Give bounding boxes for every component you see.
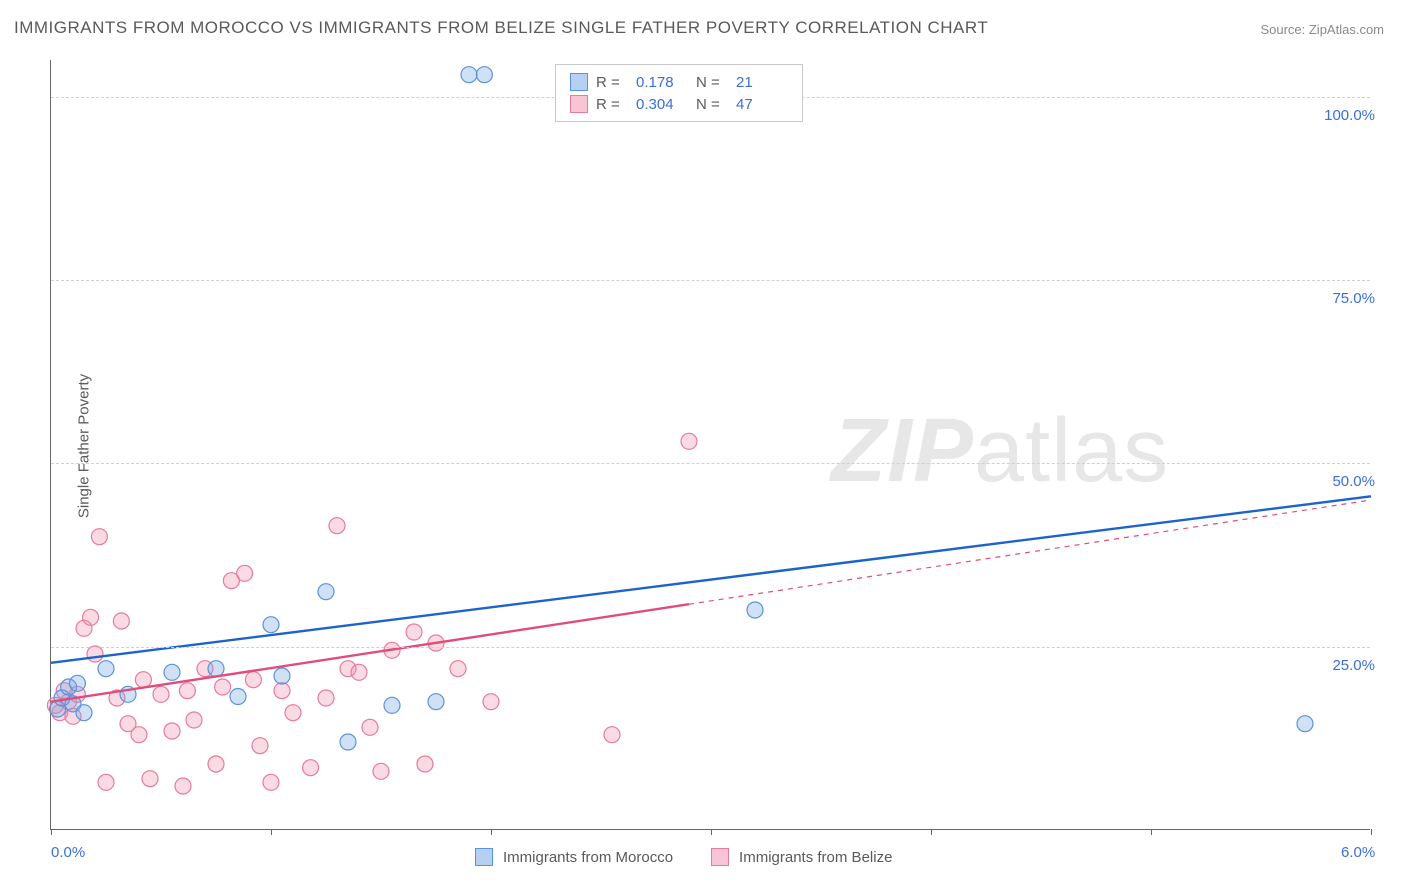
data-point: [153, 686, 169, 702]
legend-label-belize: Immigrants from Belize: [739, 849, 892, 866]
data-point: [450, 661, 466, 677]
data-point: [91, 529, 107, 545]
data-point: [461, 67, 477, 83]
data-point: [406, 624, 422, 640]
data-point: [263, 617, 279, 633]
series-legend: Immigrants from Morocco Immigrants from …: [475, 848, 892, 866]
data-point: [135, 672, 151, 688]
data-point: [215, 679, 231, 695]
stats-legend: R = 0.178 N = 21 R = 0.304 N = 47: [555, 64, 803, 122]
y-tick-label: 25.0%: [1332, 657, 1375, 674]
x-tick-label: 6.0%: [1341, 844, 1375, 861]
data-point: [131, 727, 147, 743]
data-point: [69, 675, 85, 691]
gridline: [51, 280, 1370, 281]
data-point: [747, 602, 763, 618]
data-point: [303, 760, 319, 776]
data-point: [285, 705, 301, 721]
data-point: [483, 694, 499, 710]
x-tick: [491, 829, 492, 835]
gridline: [51, 463, 1370, 464]
data-point: [362, 719, 378, 735]
legend-swatch-belize: [711, 848, 729, 866]
x-tick: [931, 829, 932, 835]
plot-area: ZIPatlas 25.0%50.0%75.0%100.0%0.0%6.0%: [50, 60, 1370, 830]
stats-row-morocco: R = 0.178 N = 21: [570, 71, 788, 93]
data-point: [681, 433, 697, 449]
trend-line: [51, 604, 689, 701]
data-point: [476, 67, 492, 83]
data-point: [237, 565, 253, 581]
data-point: [604, 727, 620, 743]
data-point: [98, 661, 114, 677]
data-point: [245, 672, 261, 688]
data-point: [263, 774, 279, 790]
data-point: [98, 774, 114, 790]
data-point: [76, 705, 92, 721]
chart-svg: [51, 60, 1370, 829]
data-point: [83, 609, 99, 625]
x-tick: [711, 829, 712, 835]
swatch-morocco: [570, 73, 588, 91]
y-tick-label: 100.0%: [1324, 107, 1375, 124]
chart-container: IMMIGRANTS FROM MOROCCO VS IMMIGRANTS FR…: [0, 0, 1406, 892]
trend-line-dashed: [689, 500, 1371, 604]
x-tick: [51, 829, 52, 835]
data-point: [274, 683, 290, 699]
swatch-belize: [570, 95, 588, 113]
data-point: [164, 723, 180, 739]
data-point: [113, 613, 129, 629]
chart-title: IMMIGRANTS FROM MOROCCO VS IMMIGRANTS FR…: [14, 18, 988, 38]
legend-label-morocco: Immigrants from Morocco: [503, 849, 673, 866]
stats-row-belize: R = 0.304 N = 47: [570, 93, 788, 115]
x-tick: [1371, 829, 1372, 835]
data-point: [428, 694, 444, 710]
gridline: [51, 647, 1370, 648]
x-tick-label: 0.0%: [51, 844, 85, 861]
x-tick: [1151, 829, 1152, 835]
data-point: [274, 668, 290, 684]
data-point: [142, 771, 158, 787]
data-point: [373, 763, 389, 779]
data-point: [329, 518, 345, 534]
data-point: [230, 689, 246, 705]
data-point: [208, 661, 224, 677]
data-point: [164, 664, 180, 680]
data-point: [340, 734, 356, 750]
data-point: [318, 690, 334, 706]
data-point: [175, 778, 191, 794]
data-point: [1297, 716, 1313, 732]
data-point: [384, 697, 400, 713]
y-tick-label: 50.0%: [1332, 473, 1375, 490]
source-attribution: Source: ZipAtlas.com: [1260, 22, 1384, 37]
data-point: [417, 756, 433, 772]
data-point: [179, 683, 195, 699]
data-point: [252, 738, 268, 754]
data-point: [318, 584, 334, 600]
data-point: [351, 664, 367, 680]
y-tick-label: 75.0%: [1332, 290, 1375, 307]
data-point: [186, 712, 202, 728]
legend-swatch-morocco: [475, 848, 493, 866]
x-tick: [271, 829, 272, 835]
data-point: [87, 646, 103, 662]
data-point: [208, 756, 224, 772]
